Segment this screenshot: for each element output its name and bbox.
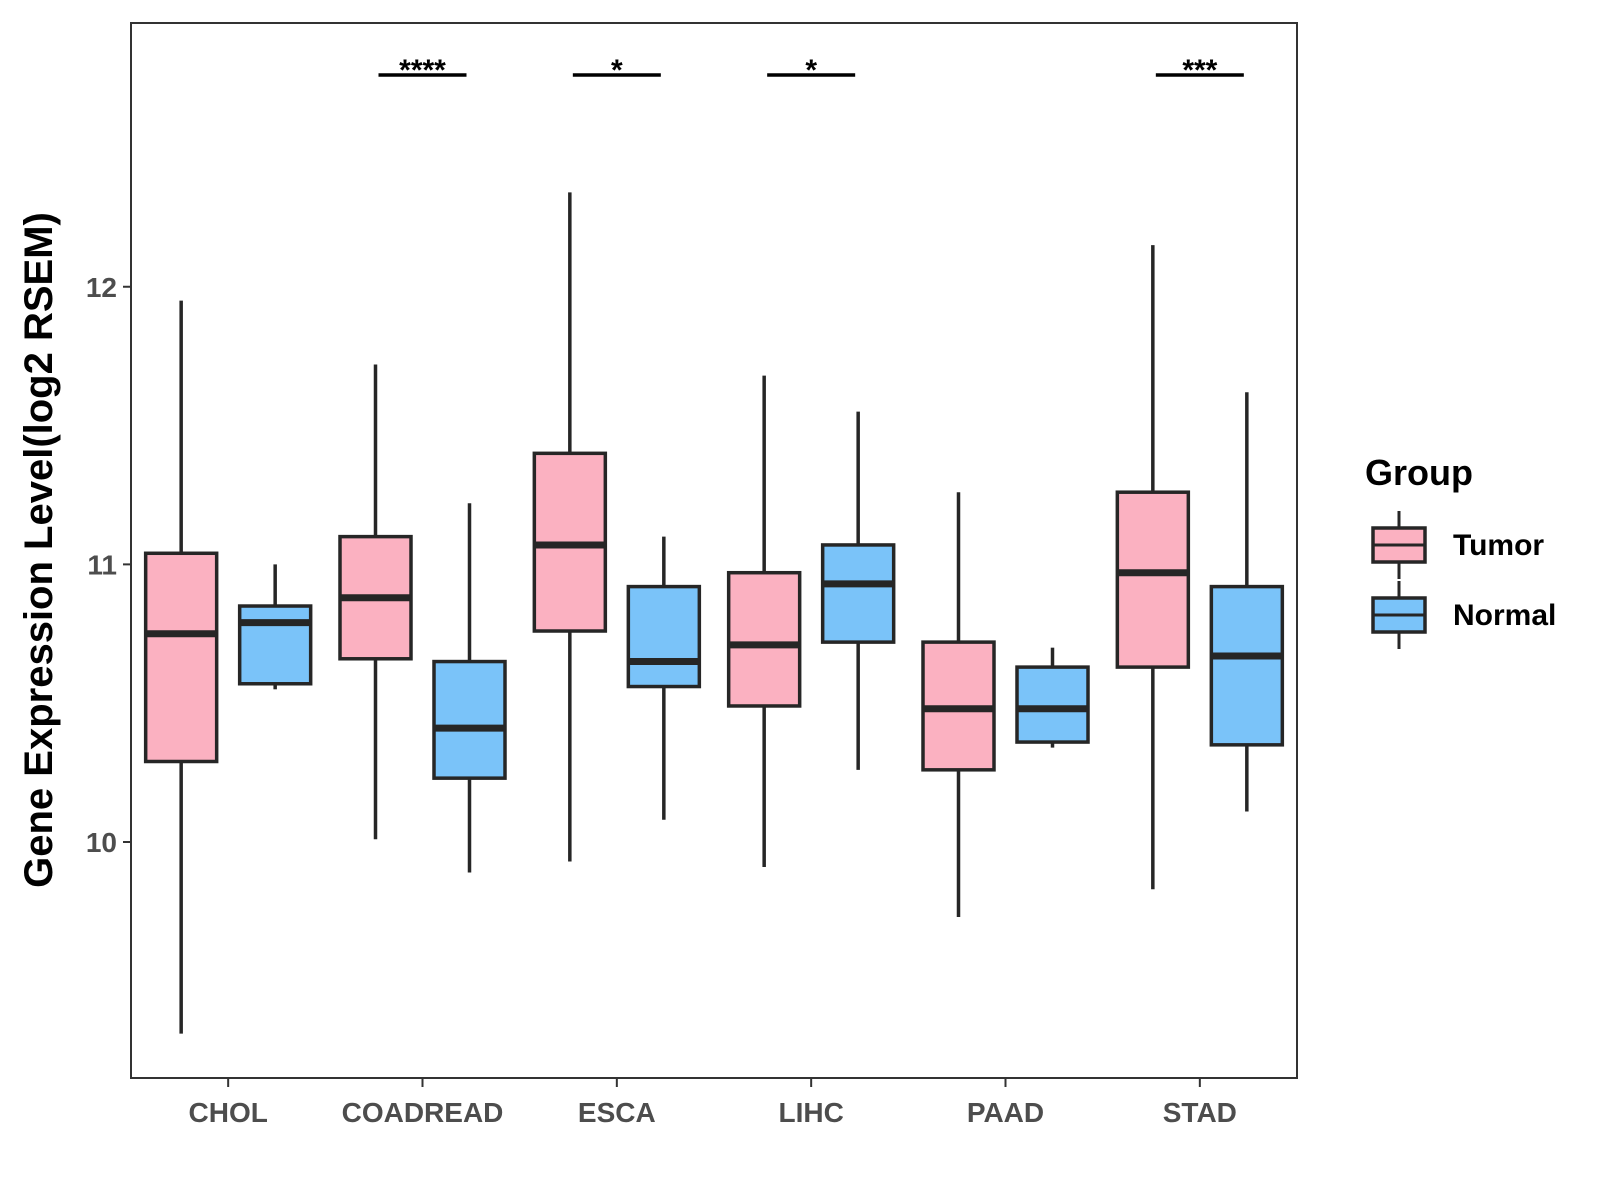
legend-label-normal: Normal bbox=[1453, 599, 1556, 632]
y-axis-label: Gene Expression Level(log2 RSEM) bbox=[17, 212, 61, 888]
x-tick-label-paad: PAAD bbox=[967, 1097, 1044, 1128]
x-tick-label-lihc: LIHC bbox=[779, 1097, 844, 1128]
legend-title: Group bbox=[1365, 452, 1473, 493]
y-tick-label: 12 bbox=[86, 272, 117, 303]
significance-label-coadread: **** bbox=[399, 54, 446, 87]
x-tick-label-chol: CHOL bbox=[189, 1097, 268, 1128]
box-tumor-lihc bbox=[726, 570, 802, 708]
axes: 10 11 12 CHOL COADREAD ESCA LIHC PAAD STAD bbox=[86, 272, 1237, 1128]
x-tick-label-coadread: COADREAD bbox=[342, 1097, 504, 1128]
plot-area: **** * * *** bbox=[130, 22, 1298, 1079]
box-tumor-stad bbox=[1115, 490, 1191, 669]
box-tumor-chol bbox=[143, 551, 219, 764]
legend: Group Tumor Normal bbox=[1365, 452, 1556, 649]
x-tick-label-stad: STAD bbox=[1163, 1097, 1237, 1128]
y-tick-label: 11 bbox=[87, 549, 117, 580]
significance-label-stad: *** bbox=[1182, 54, 1217, 87]
significance-label-esca: * bbox=[611, 54, 623, 87]
x-tick-label-esca: ESCA bbox=[578, 1097, 656, 1128]
legend-label-tumor: Tumor bbox=[1453, 529, 1544, 562]
box-normal-stad bbox=[1209, 584, 1285, 747]
y-tick-label: 10 bbox=[86, 827, 117, 858]
box-normal-lihc bbox=[820, 543, 896, 644]
significance-label-lihc: * bbox=[805, 54, 817, 87]
plot-panel-border bbox=[130, 22, 1298, 1079]
box-normal-chol bbox=[237, 604, 313, 686]
box-normal-paad bbox=[1015, 665, 1090, 744]
box-normal-esca bbox=[626, 584, 702, 689]
box-normal-coadread bbox=[432, 659, 507, 780]
